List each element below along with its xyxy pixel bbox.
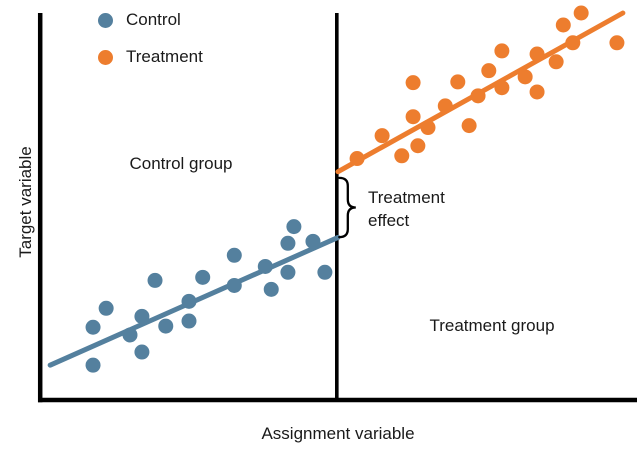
legend-item-control: Control [98,10,181,29]
treatment-point [405,75,421,91]
treatment-effect-brace [338,176,356,239]
treatment-point [517,69,533,85]
control-point [134,308,150,324]
treatment-point [450,74,466,90]
control-point [280,264,296,280]
control-swatch-icon [98,12,113,28]
control-point [257,258,273,274]
treatment-point [529,46,545,62]
legend-control-label: Control [126,10,181,29]
treatment-point [420,120,436,136]
legend-treatment-label: Treatment [126,47,203,66]
treatment-point [494,43,510,59]
control-point [134,344,150,360]
treatment-point [548,54,564,70]
control-point [263,281,279,297]
treatment-point [461,118,477,134]
treatment-point [481,63,497,79]
treatment-point [374,128,390,144]
legend-item-treatment: Treatment [98,47,203,66]
control-point [181,293,197,309]
treatment-effect-label: Treatment effect [368,187,445,232]
treatment-point [555,17,571,33]
control-point [85,357,101,373]
control-point [226,277,242,293]
control-point [158,318,174,334]
x-axis-label: Assignment variable [261,423,415,443]
treatment-point [565,35,581,51]
treatment-point [394,148,410,164]
control-group-label: Control group [129,153,233,173]
control-point [286,219,302,235]
treatment-point [437,98,453,114]
treatment-point [573,5,589,21]
control-point [98,300,114,316]
y-axis-label: Target variable [15,146,35,258]
control-point [122,327,138,343]
control-point [147,272,163,288]
treatment-group-label: Treatment group [429,315,555,335]
control-point [317,264,333,280]
treatment-effect-line2: effect [368,210,410,230]
treatment-point [529,84,545,100]
control-point [85,319,101,335]
control-point [226,247,242,263]
control-point [280,235,296,251]
treatment-point [494,80,510,96]
treatment-point [405,109,421,125]
control-point [305,233,321,249]
control-point [195,269,211,285]
control-point [181,313,197,329]
treatment-point [470,88,486,104]
treatment-point [349,151,365,167]
treatment-effect-line1: Treatment [368,188,445,207]
treatment-swatch-icon [98,49,113,65]
treatment-point [609,35,625,51]
treatment-point [410,138,426,154]
